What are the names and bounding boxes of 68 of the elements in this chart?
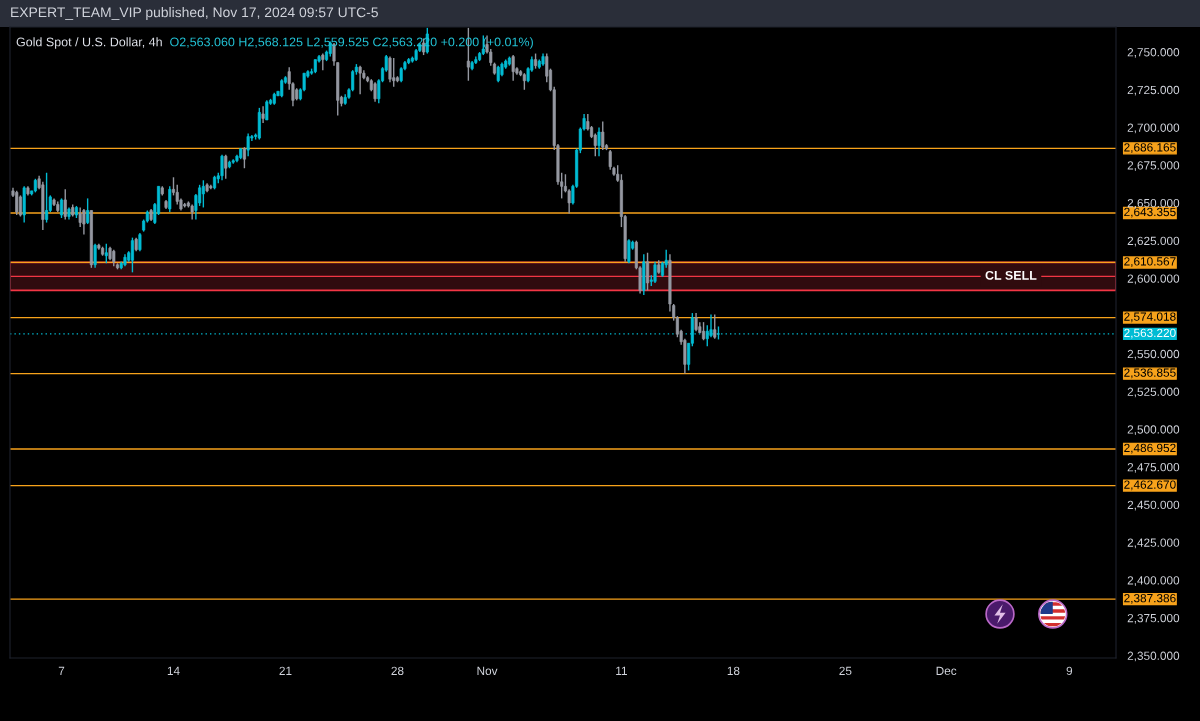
candlestick [138,232,142,252]
candlestick [93,242,97,269]
candlestick [15,190,19,216]
y-tick-label: 2,550.000 [1127,349,1180,360]
x-tick-label: 21 [279,666,292,675]
candlestick [392,57,396,88]
x-tick-label: Nov [477,666,498,675]
x-tick-label: Dec [936,666,957,675]
candlestick [104,242,108,264]
y-tick-label: 2,600.000 [1127,274,1180,285]
candlestick [653,261,657,284]
band-label: CL SELL [985,270,1037,280]
y-tick-label: 2,400.000 [1127,576,1180,586]
candlestick [265,99,269,121]
candlestick [694,312,698,332]
candlestick [63,188,67,221]
candlestick [18,194,22,218]
candlestick [627,238,631,264]
candlestick [567,188,571,215]
candlestick [280,78,284,99]
candlestick [601,120,605,151]
ref-line-label: 2,643.355 [1124,207,1176,218]
ref-line-label: 2,536.855 [1124,368,1176,379]
ref-line-label: 2,563.220 [1124,328,1176,339]
y-tick-label: 2,475.000 [1127,463,1180,473]
ref-line-label: 2,610.567 [1124,257,1176,267]
y-tick-label: 2,700.000 [1127,123,1180,134]
y-tick-label: 2,375.000 [1127,613,1180,624]
ref-line-label: 2,686.165 [1124,143,1176,153]
candlestick [511,54,515,82]
y-tick-label: 2,425.000 [1127,538,1180,549]
y-tick-label: 2,350.000 [1127,651,1180,662]
ref-line-label: 2,387.386 [1124,593,1176,604]
candlestick [597,126,601,157]
y-tick-label: 2,675.000 [1127,161,1180,171]
y-tick-label: 2,725.000 [1127,85,1180,96]
candlestick [224,153,228,180]
ref-line-label: 2,462.670 [1124,480,1176,491]
y-tick-label: 2,650.000 [1127,198,1180,209]
y-tick-label: 2,450.000 [1127,500,1180,511]
x-tick-label: 28 [391,666,404,675]
candlestick [713,313,717,340]
candlestick [168,185,172,213]
y-tick-label: 2,625.000 [1127,236,1180,247]
x-tick-label: 7 [58,666,65,675]
candlestick [261,105,265,124]
candlestick [78,206,82,228]
candlestick [246,132,250,157]
candlestick [201,179,205,209]
x-tick-label: 14 [167,666,180,675]
ref-line-label: 2,574.018 [1124,312,1176,323]
y-tick-label: 2,500.000 [1127,425,1180,436]
candlestick [373,81,377,103]
text: EXPERT_TEAM_VIP published, Nov 17, 2024 09:57 UTC-5 [11,7,378,20]
text: Gold Spot / U.S. Dollar, 4h [16,37,162,49]
candlestick [220,153,224,181]
x-tick-label: 25 [839,666,852,675]
y-tick-label: 2,525.000 [1127,387,1180,398]
candlestick [86,197,90,225]
candlestick [82,208,86,236]
x-tick-label: 9 [1066,666,1073,675]
x-tick-label: 18 [727,666,740,675]
ref-line-label: 2,486.952 [1124,443,1176,454]
candlestick [388,55,392,83]
x-tick-label: 11 [616,666,627,675]
y-tick-label: 2,750.000 [1127,48,1180,58]
candlestick [608,149,612,171]
candlestick [358,64,362,95]
